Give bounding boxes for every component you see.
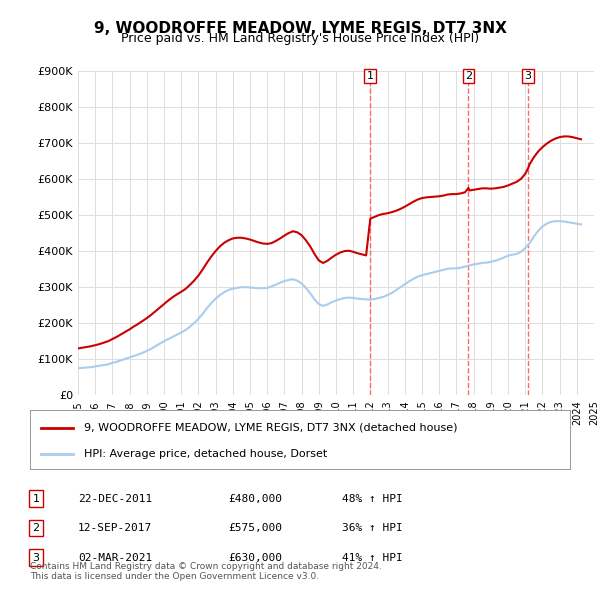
Text: Price paid vs. HM Land Registry's House Price Index (HPI): Price paid vs. HM Land Registry's House …	[121, 32, 479, 45]
Text: 41% ↑ HPI: 41% ↑ HPI	[342, 553, 403, 562]
Text: 48% ↑ HPI: 48% ↑ HPI	[342, 494, 403, 503]
Text: £630,000: £630,000	[228, 553, 282, 562]
Text: 9, WOODROFFE MEADOW, LYME REGIS, DT7 3NX: 9, WOODROFFE MEADOW, LYME REGIS, DT7 3NX	[94, 21, 506, 35]
Text: Contains HM Land Registry data © Crown copyright and database right 2024.
This d: Contains HM Land Registry data © Crown c…	[30, 562, 382, 581]
Text: 02-MAR-2021: 02-MAR-2021	[78, 553, 152, 562]
Text: £480,000: £480,000	[228, 494, 282, 503]
Text: 1: 1	[32, 494, 40, 503]
Text: 2: 2	[32, 523, 40, 533]
Text: 9, WOODROFFE MEADOW, LYME REGIS, DT7 3NX (detached house): 9, WOODROFFE MEADOW, LYME REGIS, DT7 3NX…	[84, 423, 458, 432]
Text: 12-SEP-2017: 12-SEP-2017	[78, 523, 152, 533]
Text: 3: 3	[32, 553, 40, 562]
Text: 1: 1	[367, 71, 373, 81]
Text: 3: 3	[524, 71, 532, 81]
Text: HPI: Average price, detached house, Dorset: HPI: Average price, detached house, Dors…	[84, 450, 327, 459]
Text: 22-DEC-2011: 22-DEC-2011	[78, 494, 152, 503]
Text: 2: 2	[465, 71, 472, 81]
Text: 36% ↑ HPI: 36% ↑ HPI	[342, 523, 403, 533]
Text: £575,000: £575,000	[228, 523, 282, 533]
